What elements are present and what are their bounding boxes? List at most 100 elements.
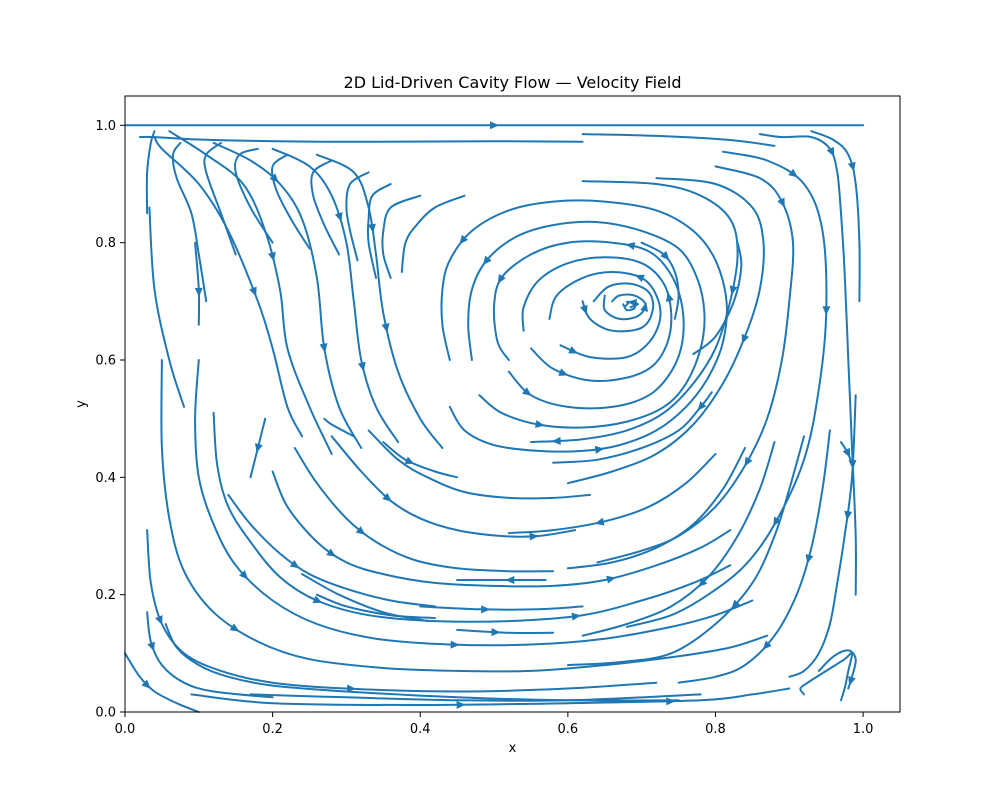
flow-arrow [490,121,499,130]
flow-arrow [491,628,501,636]
y-tick-label: 0.4 [95,471,116,486]
flow-arrow [535,420,545,428]
streamline [145,130,156,215]
axis-ticks: 0.0 0.2 0.4 0.6 0.8 1.0 0.0 0.2 0.4 0.6 0.8 1.0 [95,119,873,737]
streamline [323,417,355,438]
streamline [293,447,555,573]
streamline [692,241,743,356]
flow-arrow [459,234,469,245]
streamline [677,429,831,684]
x-tick-label: 0.0 [115,722,136,737]
flow-arrow [367,223,376,234]
x-tick-label: 0.2 [262,722,283,737]
flow-arrow [481,605,491,614]
flow-arrow [625,242,636,250]
streamline [212,411,732,623]
flow-arrow [382,492,392,502]
flow-arrow [660,250,670,261]
flow-arrow [529,532,539,541]
flow-arrow [239,570,249,580]
flow-arrow [665,292,674,302]
flow-arrow [594,517,605,526]
flow-arrow [255,443,263,453]
streamline [381,194,422,279]
flow-arrow [844,510,853,521]
streamline [138,135,584,143]
streamline [367,429,591,500]
y-tick-label: 1.0 [95,119,116,134]
flow-arrow [229,623,240,632]
streamline [456,628,555,635]
x-axis-label: x [509,741,517,756]
flow-arrow [571,612,581,621]
flow-arrow [762,640,772,650]
flow-arrow [847,161,856,172]
streamline [148,206,185,408]
streamline [581,282,655,333]
flow-arrow [505,576,515,584]
streamline [566,447,746,570]
plot-frame [124,95,901,713]
streamline [160,359,769,673]
flow-arrow [773,516,782,527]
flow-arrow [741,333,750,344]
streamline [227,493,436,608]
flow-arrow [640,302,649,312]
streamline [581,133,776,147]
streamline [190,687,791,706]
flow-arrow [312,595,323,604]
streamline [467,220,706,429]
streamline [146,611,274,699]
streamline [146,529,658,693]
flow-arrow [558,368,569,376]
flow-arrow [289,559,300,569]
flow-arrow [450,640,460,649]
flow-arrow [697,401,707,411]
flow-arrow [788,168,798,178]
streamline [271,470,732,588]
flow-arrow [698,577,708,588]
streamline [345,171,370,262]
streamline [382,441,459,479]
y-tick-label: 0.2 [95,588,116,603]
streamline [315,593,436,620]
flow-arrow [842,447,851,458]
flow-arrow [551,436,561,445]
streamline [799,651,854,702]
streamline [640,241,680,320]
streamline [271,147,400,444]
flow-arrow [744,456,753,467]
streamline [171,141,208,303]
y-tick-label: 0.8 [95,236,116,251]
flow-arrow [319,343,328,353]
streamline [233,147,274,244]
flow-arrow [355,526,366,535]
x-tick-label: 0.6 [558,722,579,737]
flow-arrow [594,445,605,454]
flow-arrow [634,274,645,283]
flow-arrow [269,173,279,183]
streamlines [124,121,865,713]
flow-arrow [731,599,741,609]
flow-arrow [456,700,466,709]
x-tick-label: 0.8 [705,722,726,737]
streamline [124,652,200,713]
streamline [788,394,857,678]
streamline [530,180,739,444]
streamline [400,194,466,273]
streamline [548,271,662,360]
flow-arrow [334,212,343,222]
streamline [194,359,754,647]
flow-arrow [666,697,676,706]
flow-arrow [826,146,835,157]
flow-arrow [326,548,336,557]
streamline [164,623,680,702]
y-axis-label: y [74,400,89,408]
streamline [492,240,685,410]
chart-title: 2D Lid-Driven Cavity Flow — Velocity Fie… [344,73,682,92]
y-tick-label: 0.6 [95,354,116,369]
flow-arrow [346,684,357,693]
flow-arrow [848,675,856,686]
streamline [212,141,363,449]
